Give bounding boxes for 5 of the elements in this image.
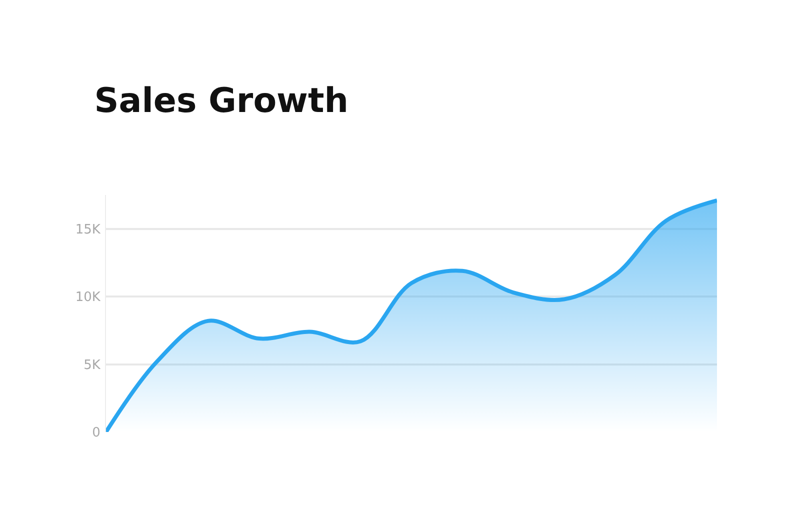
y-tick-label: 5K bbox=[84, 358, 101, 373]
y-tick-label: 10K bbox=[75, 290, 101, 306]
y-tick-label: 0 bbox=[92, 426, 100, 441]
y-tick-label: 15K bbox=[75, 222, 101, 238]
chart-title: Sales Growth bbox=[94, 81, 348, 122]
